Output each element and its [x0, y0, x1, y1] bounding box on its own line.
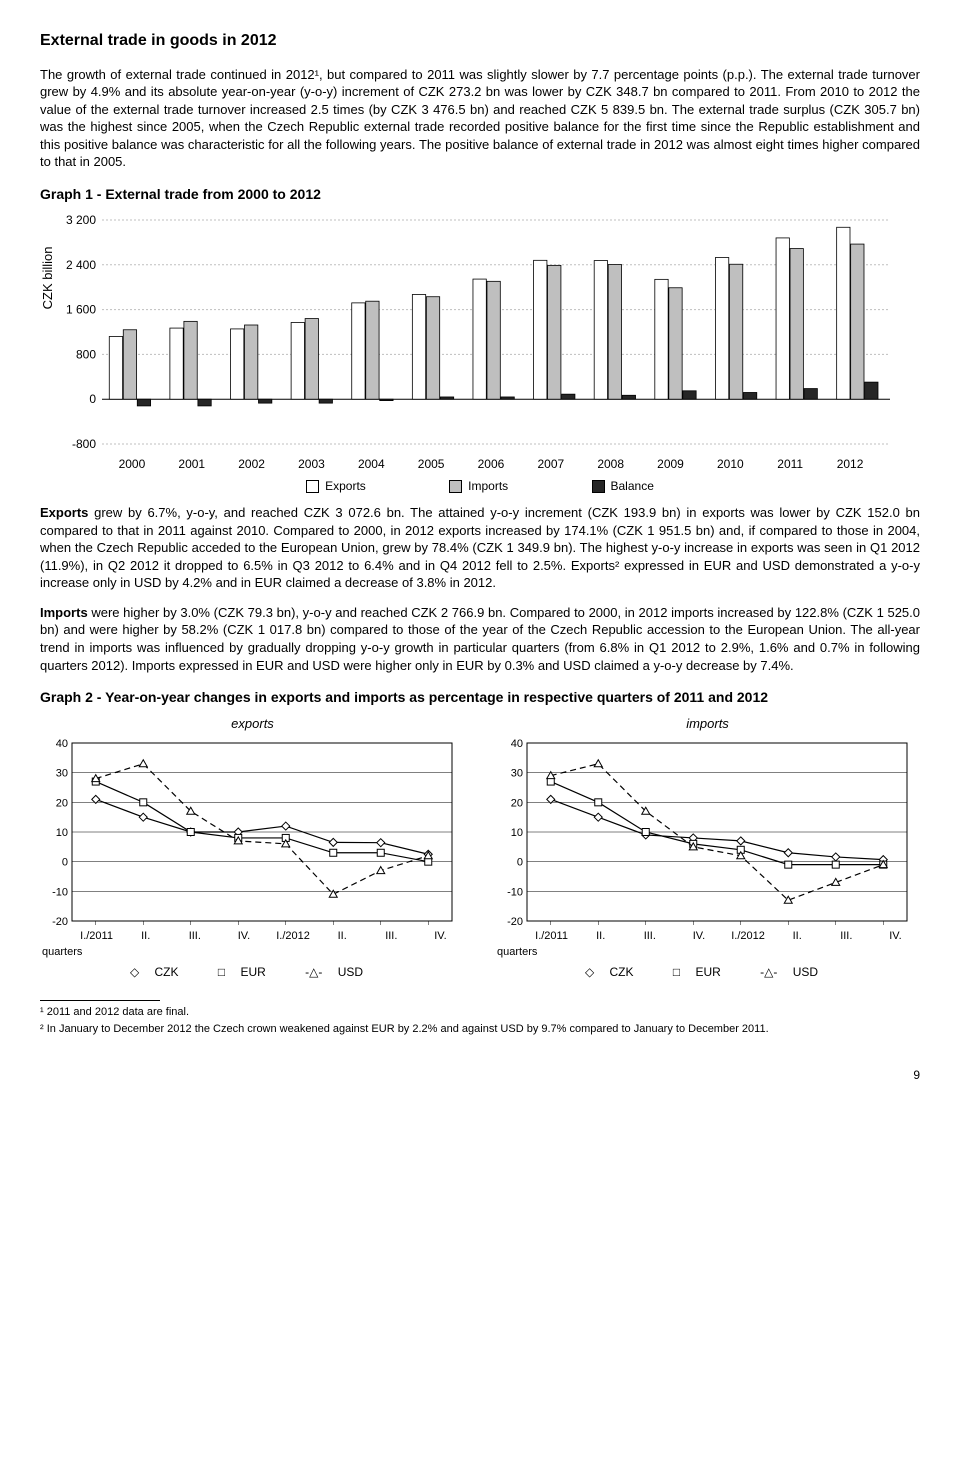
exports-lead: Exports — [40, 505, 88, 520]
footnote-2: ² In January to December 2012 the Czech … — [40, 1022, 920, 1037]
imports-lead: Imports — [40, 605, 88, 620]
legend-imports-label: Imports — [468, 479, 508, 493]
chart2-imports-quarters-label: quarters — [495, 945, 920, 960]
legend-eur2: □ EUR — [673, 965, 733, 979]
svg-text:10: 10 — [56, 827, 68, 839]
paragraph-intro: The growth of external trade continued i… — [40, 66, 920, 171]
imports-body: were higher by 3.0% (CZK 79.3 bn), y-o-y… — [40, 605, 920, 673]
legend-eur: □ EUR — [218, 965, 278, 979]
svg-text:3 200: 3 200 — [66, 213, 96, 227]
svg-text:0: 0 — [62, 856, 68, 868]
svg-text:-800: -800 — [72, 437, 96, 451]
footnote-separator — [40, 1000, 160, 1001]
svg-text:-10: -10 — [52, 886, 68, 898]
chart2-imports-svg: -20 -10 0 10 20 30 40 — [495, 737, 915, 927]
legend-exports: Exports — [306, 478, 366, 494]
graph1-title: Graph 1 - External trade from 2000 to 20… — [40, 185, 920, 204]
legend-usd-label: USD — [338, 965, 363, 979]
chart1-x-labels: 2000200120022003200420052006200720082009… — [102, 456, 880, 472]
chart2-exports-title: exports — [40, 715, 465, 733]
page-title: External trade in goods in 2012 — [40, 30, 920, 52]
svg-text:40: 40 — [56, 738, 68, 750]
chart2-exports-quarters-label: quarters — [40, 945, 465, 960]
legend-czk2: ◇ CZK — [585, 965, 646, 979]
svg-text:30: 30 — [56, 767, 68, 779]
chart1-svg: -800 0 800 1 600 2 400 3 200 — [60, 212, 900, 452]
legend-czk: ◇ CZK — [130, 965, 191, 979]
chart2-row: exports -20 -10 0 10 20 30 40 I./2011II.III.IV… — [40, 715, 920, 980]
chart2-imports-xlabels: I./2011II.III.IV.I./2012II.III.IV. — [495, 929, 920, 944]
chart2-imports-title: imports — [495, 715, 920, 733]
paragraph-exports: Exports grew by 6.7%, y-o-y, and reached… — [40, 504, 920, 592]
svg-text:2 400: 2 400 — [66, 258, 96, 272]
legend-balance-label: Balance — [611, 479, 654, 493]
chart2-exports-xlabels: I./2011II.III.IV.I./2012II.III.IV. — [40, 929, 465, 944]
paragraph-imports: Imports were higher by 3.0% (CZK 79.3 bn… — [40, 604, 920, 674]
legend-eur-label: EUR — [240, 965, 265, 979]
legend-balance: Balance — [592, 478, 654, 494]
exports-body: grew by 6.7%, y-o-y, and reached CZK 3 0… — [40, 505, 920, 590]
svg-text:0: 0 — [517, 856, 523, 868]
svg-text:40: 40 — [511, 738, 523, 750]
graph2-title: Graph 2 - Year-on-year changes in export… — [40, 688, 920, 707]
legend-usd2: -△- USD — [760, 965, 830, 979]
svg-text:0: 0 — [89, 392, 96, 406]
chart1-legend: Exports Imports Balance — [40, 478, 920, 494]
svg-text:-10: -10 — [507, 886, 523, 898]
chart1-container: CZK billion -80008001 6002 4003 200 — [60, 212, 920, 452]
chart1-y-label: CZK billion — [39, 246, 57, 309]
svg-text:10: 10 — [511, 827, 523, 839]
svg-text:800: 800 — [76, 347, 96, 361]
chart2-imports-panel: imports -20 -10 0 10 20 30 40 I./2011II.III.IV… — [495, 715, 920, 980]
legend-eur2-label: EUR — [695, 965, 720, 979]
svg-text:-20: -20 — [52, 916, 68, 927]
svg-text:20: 20 — [511, 797, 523, 809]
chart2-exports-legend: ◇ CZK □ EUR -△- USD — [40, 964, 465, 980]
legend-usd: -△- USD — [305, 965, 375, 979]
svg-text:30: 30 — [511, 767, 523, 779]
svg-text:1 600: 1 600 — [66, 302, 96, 316]
page-number: 9 — [40, 1067, 920, 1083]
legend-czk-label: CZK — [155, 965, 179, 979]
legend-imports: Imports — [449, 478, 508, 494]
footnote-1: ¹ 2011 and 2012 data are final. — [40, 1005, 920, 1020]
chart2-exports-panel: exports -20 -10 0 10 20 30 40 I./2011II.III.IV… — [40, 715, 465, 980]
legend-usd2-label: USD — [793, 965, 818, 979]
svg-text:20: 20 — [56, 797, 68, 809]
svg-text:-20: -20 — [507, 916, 523, 927]
legend-czk2-label: CZK — [610, 965, 634, 979]
legend-exports-label: Exports — [325, 479, 366, 493]
chart2-exports-svg: -20 -10 0 10 20 30 40 — [40, 737, 460, 927]
chart2-imports-legend: ◇ CZK □ EUR -△- USD — [495, 964, 920, 980]
